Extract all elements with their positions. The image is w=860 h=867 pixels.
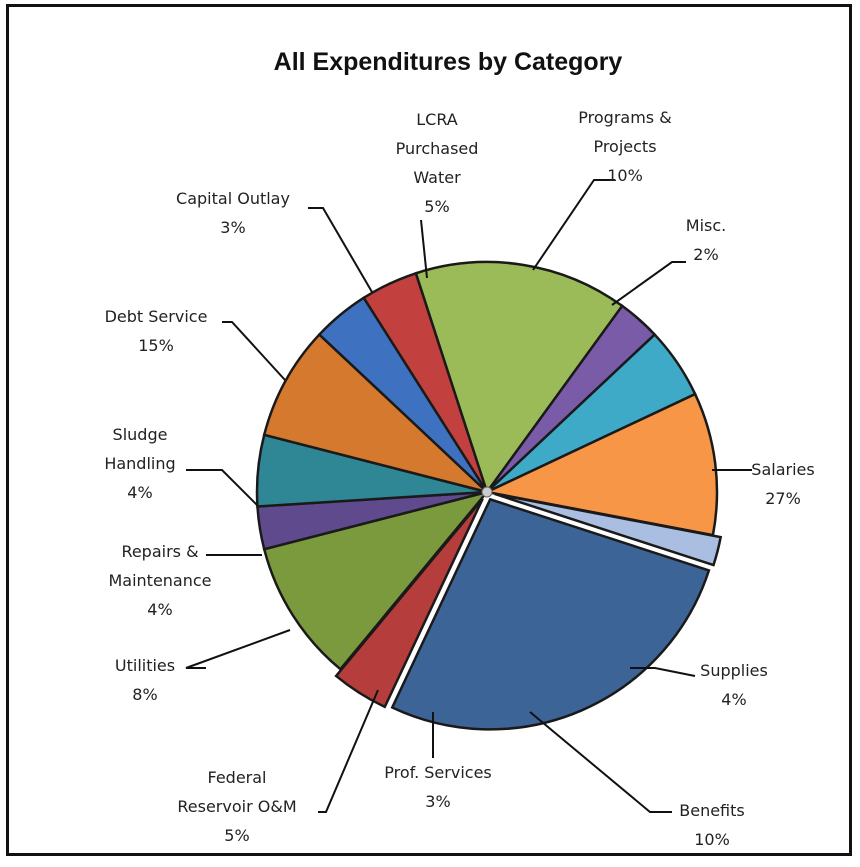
leader-line xyxy=(529,711,672,813)
data-label-name: Misc. xyxy=(686,216,726,235)
data-label-percent: 5% xyxy=(424,197,449,216)
pie-center-dot xyxy=(481,486,493,498)
data-label-percent: 4% xyxy=(147,600,172,619)
data-label-percent: 27% xyxy=(765,489,801,508)
pie-slice-supplies xyxy=(334,497,484,709)
data-label-name: Handling xyxy=(104,454,175,473)
data-label-name: Purchased xyxy=(396,139,479,158)
leader-line xyxy=(318,689,379,813)
data-label: Debt Service 15% xyxy=(105,307,208,355)
data-label-name: Prof. Services xyxy=(384,763,492,782)
data-label-percent: 2% xyxy=(693,245,718,264)
data-label: Federal Reservoir O&M 5% xyxy=(177,768,296,845)
data-label-name: Capital Outlay xyxy=(176,189,290,208)
data-label-percent: 15% xyxy=(138,336,174,355)
data-label-name: Salaries xyxy=(751,460,814,479)
data-label-percent: 3% xyxy=(425,792,450,811)
data-label: Sludge Handling 4% xyxy=(104,425,175,502)
data-label-name: LCRA xyxy=(416,110,458,129)
data-label: Salaries 27% xyxy=(751,460,814,508)
leader-line xyxy=(532,179,615,271)
data-label-percent: 4% xyxy=(127,483,152,502)
leader-line xyxy=(185,629,291,669)
data-label-name: Water xyxy=(413,168,461,187)
data-label: Programs & Projects 10% xyxy=(578,108,671,185)
leader-line xyxy=(611,261,686,306)
data-label: Benefits 10% xyxy=(679,801,745,849)
data-label-name: Utilities xyxy=(115,656,175,675)
data-label-name: Supplies xyxy=(700,661,768,680)
data-label-percent: 8% xyxy=(132,685,157,704)
data-labels: Salaries 27% Supplies 4% Benefits 10% Prof. Se… xyxy=(104,108,814,849)
data-label-percent: 10% xyxy=(694,830,730,849)
data-label: Utilities 8% xyxy=(115,656,175,704)
leader-line xyxy=(308,207,373,293)
pie-slice-debt-service xyxy=(414,260,624,495)
data-label: LCRA Purchased Water 5% xyxy=(396,110,479,216)
data-label-name: Programs & xyxy=(578,108,671,127)
pie-slice-misc xyxy=(494,492,723,567)
pie-slice-utilities xyxy=(262,332,488,494)
data-label: Supplies 4% xyxy=(700,661,768,709)
data-label: Prof. Services 3% xyxy=(384,763,492,811)
pie-slice-salaries xyxy=(390,497,711,731)
data-label-name: Projects xyxy=(593,137,656,156)
data-label-percent: 4% xyxy=(721,690,746,709)
leader-lines xyxy=(185,179,752,813)
data-label: Capital Outlay 3% xyxy=(176,189,290,237)
data-label-name: Debt Service xyxy=(105,307,208,326)
data-label-name: Sludge xyxy=(113,425,168,444)
chart-title: All Expenditures by Category xyxy=(274,48,623,76)
leader-line xyxy=(222,321,286,381)
leader-line xyxy=(420,219,428,279)
pie-slice-programs-projects xyxy=(482,392,719,537)
leader-line xyxy=(186,469,258,506)
data-label-name: Reservoir O&M xyxy=(177,797,296,816)
data-label-name: Federal xyxy=(208,768,267,787)
pie-slice-benefits xyxy=(262,489,491,671)
data-label-name: Benefits xyxy=(679,801,745,820)
leader-line xyxy=(630,667,696,677)
data-label-name: Maintenance xyxy=(108,571,211,590)
data-label-name: Repairs & xyxy=(121,542,198,561)
pie-slices xyxy=(255,260,723,731)
data-label-percent: 10% xyxy=(607,166,643,185)
data-label-percent: 3% xyxy=(220,218,245,237)
data-label-percent: 5% xyxy=(224,826,249,845)
data-label: Repairs & Maintenance 4% xyxy=(108,542,211,619)
data-label: Misc. 2% xyxy=(686,216,726,264)
